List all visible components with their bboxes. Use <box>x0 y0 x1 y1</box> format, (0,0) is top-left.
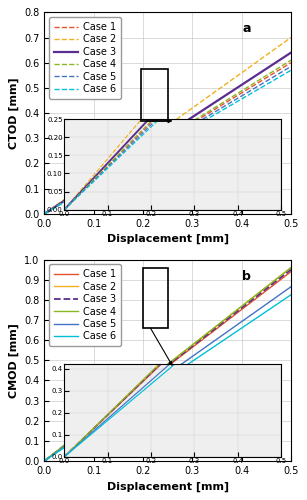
Y-axis label: CMOD [mm]: CMOD [mm] <box>8 323 19 398</box>
Y-axis label: CTOD [mm]: CTOD [mm] <box>8 77 19 149</box>
Bar <box>143 268 168 328</box>
Text: b: b <box>242 270 251 282</box>
Text: a: a <box>242 22 251 36</box>
Legend: Case 1, Case 2, Case 3, Case 4, Case 5, Case 6: Case 1, Case 2, Case 3, Case 4, Case 5, … <box>49 17 121 99</box>
X-axis label: Displacement [mm]: Displacement [mm] <box>107 482 229 492</box>
Legend: Case 1, Case 2, Case 3, Case 4, Case 5, Case 6: Case 1, Case 2, Case 3, Case 4, Case 5, … <box>49 264 121 346</box>
X-axis label: Displacement [mm]: Displacement [mm] <box>107 234 229 244</box>
Bar <box>141 68 168 121</box>
